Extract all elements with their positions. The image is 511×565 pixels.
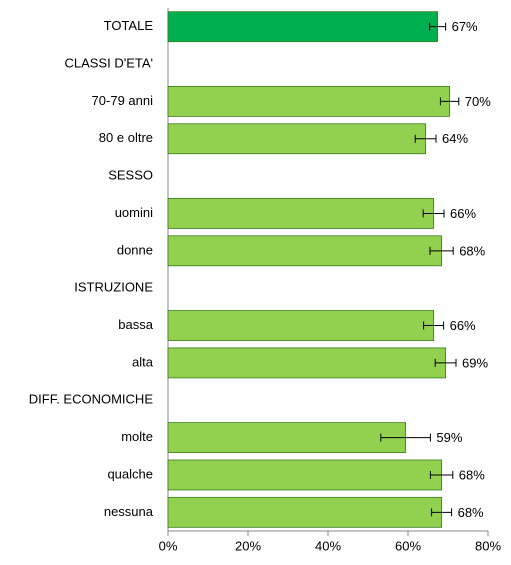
- data-label: 67%: [452, 19, 478, 34]
- bar: [167, 198, 435, 229]
- data-label: 70%: [465, 94, 491, 109]
- y-tick-label: nessuna: [104, 504, 154, 519]
- x-tick-label: 40%: [315, 538, 341, 553]
- y-tick-label: 80 e oltre: [99, 130, 153, 145]
- data-label: 66%: [450, 206, 476, 221]
- bar: [167, 310, 435, 341]
- bar: [167, 496, 443, 528]
- y-tick-label: alta: [132, 354, 154, 369]
- y-tick-label: donne: [117, 242, 153, 257]
- x-tick-label: 80%: [475, 538, 501, 553]
- bar: [167, 85, 451, 117]
- x-tick-label: 0%: [159, 538, 178, 553]
- bar: [167, 123, 427, 155]
- bar: [167, 347, 447, 379]
- data-label: 68%: [459, 467, 485, 482]
- y-tick-label: qualche: [107, 466, 153, 481]
- x-tick-label: 60%: [395, 538, 421, 553]
- y-tick-label: CLASSI D'ETA': [64, 55, 153, 70]
- data-label: 68%: [459, 243, 485, 258]
- y-tick-label: bassa: [118, 317, 153, 332]
- data-label: 64%: [442, 131, 468, 146]
- bar: [167, 459, 443, 491]
- data-label: 69%: [462, 355, 488, 370]
- y-tick-label: uomini: [115, 205, 153, 220]
- data-label: 68%: [458, 505, 484, 520]
- bar: [167, 235, 443, 267]
- x-tick-label: 20%: [235, 538, 261, 553]
- bar: [167, 11, 439, 43]
- y-tick-label: 70-79 anni: [92, 93, 154, 108]
- y-tick-label: DIFF. ECONOMICHE: [29, 392, 154, 407]
- bar: [167, 422, 407, 454]
- y-tick-label: ISTRUZIONE: [74, 280, 153, 295]
- data-label: 66%: [450, 318, 476, 333]
- y-tick-label: molte: [121, 429, 153, 444]
- y-tick-label: TOTALE: [104, 18, 154, 33]
- y-tick-label: SESSO: [108, 168, 153, 183]
- data-label: 59%: [436, 430, 462, 445]
